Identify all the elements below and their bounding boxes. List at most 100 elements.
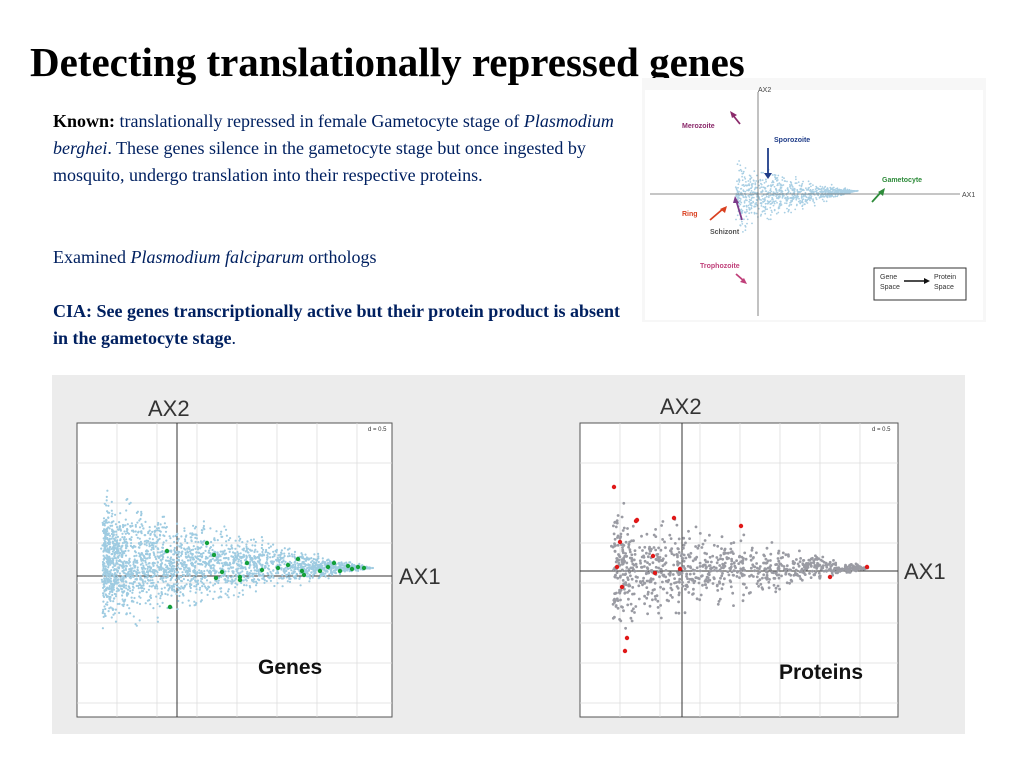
- scatter-point: [280, 576, 283, 579]
- scatter-point: [780, 191, 783, 194]
- scatter-point: [671, 573, 675, 576]
- scatter-point: [297, 568, 300, 571]
- scatter-point: [742, 533, 746, 537]
- scatter-point: [726, 570, 730, 574]
- scatter-point: [199, 558, 202, 562]
- scatter-point: [130, 575, 134, 578]
- scatter-point: [136, 536, 139, 539]
- scatter-point: [180, 535, 183, 538]
- scatter-point: [781, 551, 785, 555]
- scatter-point: [673, 577, 676, 580]
- scatter-point: [753, 170, 756, 172]
- scatter-point: [752, 196, 755, 199]
- scatter-point: [641, 579, 645, 583]
- highlighted-point: [285, 562, 291, 568]
- scatter-point: [107, 610, 110, 613]
- highlighted-point: [213, 575, 219, 581]
- scatter-point: [155, 527, 159, 530]
- scatter-point: [345, 561, 348, 564]
- scatter-point: [280, 549, 283, 552]
- scatter-point: [625, 566, 629, 569]
- scatter-point: [114, 593, 117, 596]
- scatter-point: [631, 524, 635, 528]
- scatter-point: [672, 553, 676, 557]
- scatter-point: [125, 564, 128, 567]
- scatter-point: [203, 572, 206, 575]
- scatter-point: [718, 581, 721, 585]
- scatter-point: [250, 549, 253, 552]
- scatter-point: [217, 571, 221, 574]
- scatter-point: [811, 569, 814, 573]
- scatter-point: [735, 559, 738, 562]
- scatter-point: [657, 546, 660, 550]
- scatter-point: [741, 582, 745, 586]
- scatter-point: [236, 583, 239, 586]
- scatter-point: [612, 532, 616, 536]
- scatter-point: [148, 526, 151, 529]
- scatter-point: [112, 534, 115, 537]
- scatter-point: [141, 562, 144, 565]
- scatter-point: [104, 542, 107, 545]
- genes-highlighted-points: [164, 540, 367, 610]
- label-merozoite: Merozoite: [682, 123, 715, 130]
- scatter-point: [720, 574, 724, 578]
- scatter-point: [807, 180, 810, 183]
- scatter-point: [146, 570, 149, 573]
- scatter-point: [227, 590, 230, 593]
- scatter-point: [145, 544, 148, 547]
- scatter-point: [839, 189, 842, 192]
- scatter-point: [311, 559, 314, 562]
- scatter-point: [109, 580, 112, 583]
- scatter-point: [132, 530, 135, 533]
- scatter-point: [746, 189, 748, 192]
- scatter-point: [808, 559, 812, 562]
- scatter-point: [290, 569, 293, 572]
- scatter-point: [146, 550, 150, 553]
- scatter-point: [214, 571, 218, 574]
- scatter-point: [144, 561, 147, 564]
- scatter-point: [212, 584, 215, 587]
- scatter-point: [750, 546, 754, 550]
- scatter-point: [167, 559, 170, 562]
- scatter-point: [313, 573, 316, 576]
- scatter-point: [288, 554, 291, 558]
- scatter-point: [137, 584, 140, 587]
- scatter-point: [794, 571, 797, 575]
- scatter-point: [807, 198, 810, 200]
- scatter-point: [246, 576, 249, 579]
- scatter-point: [739, 188, 742, 190]
- scatter-point: [789, 187, 792, 190]
- scatter-point: [113, 597, 116, 600]
- scatter-point: [209, 573, 212, 576]
- scatter-point: [126, 527, 129, 531]
- scatter-point: [662, 587, 666, 591]
- scatter-point: [176, 571, 179, 574]
- scatter-point: [708, 533, 711, 537]
- scatter-point: [174, 590, 177, 593]
- scatter-point: [621, 568, 624, 572]
- scatter-point: [643, 559, 647, 563]
- scatter-point: [648, 563, 652, 566]
- scatter-point: [179, 554, 183, 557]
- scatter-point: [823, 195, 826, 198]
- scatter-point: [170, 577, 173, 581]
- scatter-point: [645, 579, 649, 583]
- scatter-point: [685, 575, 688, 578]
- scatter-point: [754, 203, 756, 205]
- scatter-point: [113, 612, 116, 615]
- scatter-point: [192, 558, 196, 561]
- scatter-point: [160, 587, 163, 590]
- scatter-point: [684, 587, 687, 591]
- arrow-schizont: [735, 199, 743, 221]
- scatter-point: [148, 569, 151, 572]
- scatter-point: [804, 203, 806, 206]
- scatter-point: [260, 536, 263, 539]
- scatter-point: [118, 611, 121, 614]
- scatter-point: [772, 191, 775, 194]
- scatter-point: [255, 569, 259, 572]
- scatter-point: [105, 519, 108, 522]
- scatter-point: [170, 560, 173, 563]
- scatter-point: [829, 190, 832, 193]
- scatter-point: [761, 576, 764, 580]
- scatter-point: [698, 565, 702, 568]
